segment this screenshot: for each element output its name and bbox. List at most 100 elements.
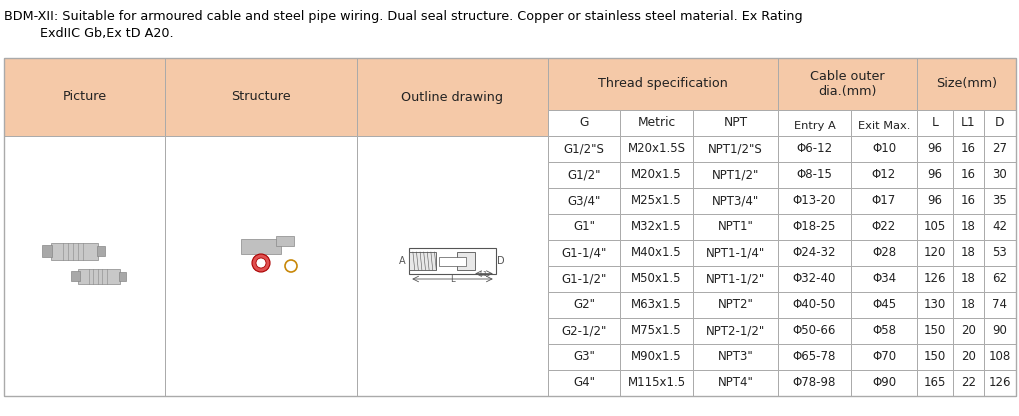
- Text: M90x1.5: M90x1.5: [631, 351, 681, 364]
- Text: A: A: [398, 256, 406, 266]
- Bar: [547, 370, 620, 396]
- Bar: [983, 162, 1015, 188]
- Text: L: L: [449, 275, 454, 284]
- Text: 90: 90: [991, 324, 1007, 337]
- Text: Φ65-78: Φ65-78: [792, 351, 836, 364]
- Bar: [916, 266, 952, 292]
- Text: G: G: [579, 116, 588, 129]
- Bar: [276, 236, 293, 246]
- Text: L1: L1: [960, 116, 975, 129]
- Text: 96: 96: [926, 195, 942, 208]
- Bar: [547, 318, 620, 344]
- Bar: [71, 271, 79, 281]
- Text: NPT: NPT: [722, 116, 747, 129]
- Bar: [547, 292, 620, 318]
- Text: D: D: [995, 116, 1004, 129]
- Bar: [777, 162, 850, 188]
- Text: Φ10: Φ10: [871, 143, 895, 156]
- Bar: [850, 318, 916, 344]
- Bar: [952, 266, 983, 292]
- Text: Size(mm): Size(mm): [935, 77, 996, 91]
- Text: 20: 20: [960, 351, 975, 364]
- Text: Picture: Picture: [62, 91, 106, 104]
- Text: Φ45: Φ45: [871, 299, 895, 312]
- Bar: [692, 188, 777, 214]
- Bar: [4, 136, 165, 396]
- Bar: [850, 188, 916, 214]
- Bar: [850, 266, 916, 292]
- Circle shape: [252, 254, 270, 272]
- Text: 96: 96: [926, 168, 942, 181]
- Bar: [620, 240, 692, 266]
- Text: NPT2": NPT2": [716, 299, 753, 312]
- Bar: [777, 344, 850, 370]
- Bar: [409, 248, 495, 274]
- Text: 108: 108: [987, 351, 1010, 364]
- Text: Outline drawing: Outline drawing: [401, 91, 503, 104]
- Bar: [357, 58, 547, 136]
- Bar: [777, 58, 916, 110]
- Bar: [777, 188, 850, 214]
- Bar: [952, 240, 983, 266]
- Text: G3/4": G3/4": [567, 195, 600, 208]
- Text: Entry A: Entry A: [793, 121, 835, 131]
- Bar: [620, 188, 692, 214]
- Text: NPT4": NPT4": [716, 376, 753, 389]
- Bar: [916, 188, 952, 214]
- Bar: [916, 240, 952, 266]
- Bar: [983, 110, 1015, 136]
- Bar: [692, 318, 777, 344]
- Bar: [983, 318, 1015, 344]
- Text: Φ70: Φ70: [871, 351, 895, 364]
- Bar: [620, 136, 692, 162]
- Bar: [357, 136, 547, 396]
- Text: M40x1.5: M40x1.5: [631, 247, 681, 260]
- Bar: [692, 162, 777, 188]
- Bar: [916, 136, 952, 162]
- Text: 42: 42: [991, 220, 1007, 233]
- Text: 130: 130: [923, 299, 946, 312]
- Bar: [78, 268, 120, 283]
- Bar: [850, 344, 916, 370]
- Bar: [547, 266, 620, 292]
- Text: D: D: [497, 256, 504, 266]
- Bar: [547, 188, 620, 214]
- Bar: [952, 292, 983, 318]
- Bar: [983, 370, 1015, 396]
- Bar: [620, 162, 692, 188]
- Text: Φ34: Φ34: [871, 272, 895, 285]
- Text: NPT1-1/2": NPT1-1/2": [705, 272, 764, 285]
- Text: G1/2"S: G1/2"S: [564, 143, 604, 156]
- Text: M20x1.5S: M20x1.5S: [627, 143, 685, 156]
- Bar: [850, 214, 916, 240]
- Bar: [983, 266, 1015, 292]
- Text: NPT2-1/2": NPT2-1/2": [705, 324, 764, 337]
- Text: G1": G1": [573, 220, 594, 233]
- Bar: [620, 266, 692, 292]
- Text: Φ78-98: Φ78-98: [792, 376, 836, 389]
- Bar: [952, 162, 983, 188]
- Text: NPT3/4": NPT3/4": [711, 195, 758, 208]
- Text: Φ40-50: Φ40-50: [792, 299, 836, 312]
- Text: G1-1/2": G1-1/2": [560, 272, 606, 285]
- Text: M32x1.5: M32x1.5: [631, 220, 681, 233]
- Text: M20x1.5: M20x1.5: [631, 168, 681, 181]
- Text: 165: 165: [923, 376, 946, 389]
- Bar: [692, 136, 777, 162]
- Bar: [692, 370, 777, 396]
- Text: Φ8-15: Φ8-15: [796, 168, 832, 181]
- Text: L1: L1: [479, 271, 488, 277]
- Text: Φ12: Φ12: [871, 168, 896, 181]
- Bar: [983, 136, 1015, 162]
- Text: 16: 16: [960, 143, 975, 156]
- Bar: [620, 110, 692, 136]
- Bar: [952, 188, 983, 214]
- Bar: [850, 110, 916, 136]
- Text: G2": G2": [573, 299, 594, 312]
- Text: G2-1/2": G2-1/2": [560, 324, 606, 337]
- Bar: [457, 252, 475, 270]
- Text: M63x1.5: M63x1.5: [631, 299, 681, 312]
- Bar: [777, 214, 850, 240]
- Bar: [620, 214, 692, 240]
- Bar: [620, 318, 692, 344]
